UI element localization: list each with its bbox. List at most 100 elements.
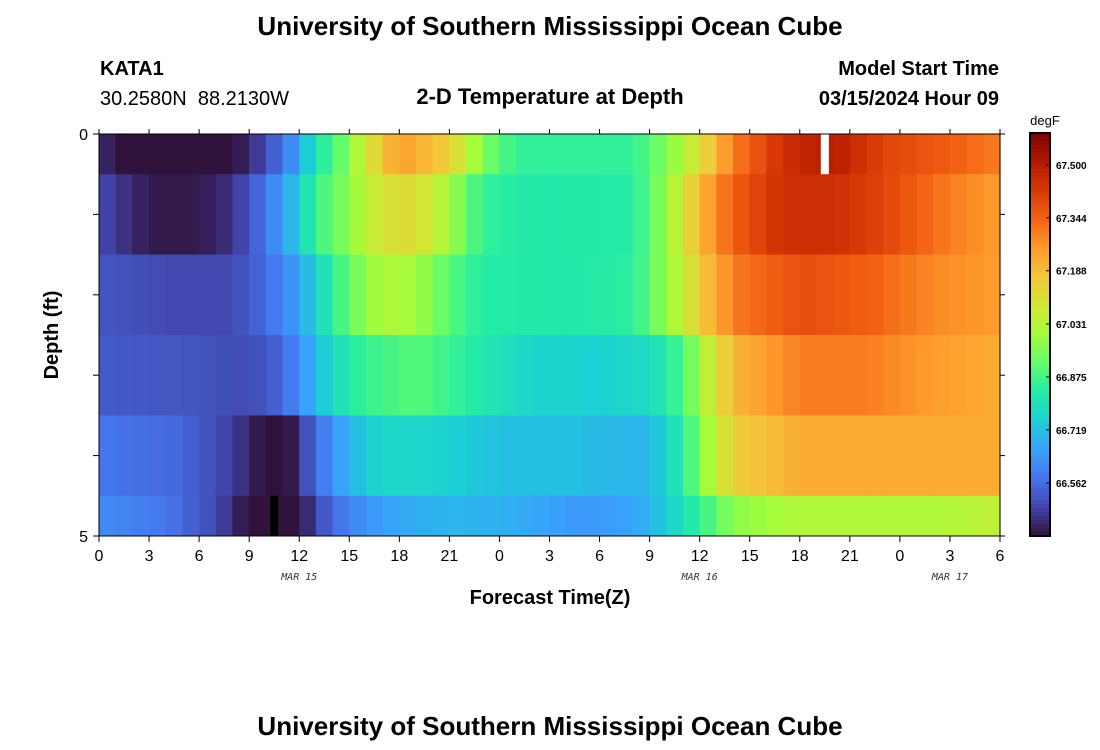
x-tick-label: 21 [440, 548, 458, 565]
colorbar-segment [1030, 294, 1050, 299]
colorbar-segment [1030, 290, 1050, 295]
heatmap-cell [416, 335, 434, 416]
heatmap-cell [766, 134, 784, 175]
x-tick-label: 3 [145, 548, 154, 565]
heatmap-cell [299, 415, 317, 497]
heatmap-cell [582, 174, 601, 255]
colorbar-segment [1030, 197, 1050, 203]
x-tick-label: 18 [390, 548, 408, 565]
heatmap-cell [332, 335, 350, 416]
station-id: KATA1 [100, 58, 164, 80]
heatmap-cell [966, 495, 984, 537]
colorbar-segment [1030, 358, 1050, 364]
heatmap-cell [749, 254, 768, 336]
heatmap-cell [833, 495, 851, 537]
heatmap-cell [182, 415, 200, 497]
heatmap-cell [649, 495, 667, 537]
heatmap-cell [599, 335, 617, 416]
colorbar-segment [1030, 157, 1050, 162]
heatmap-cell [632, 174, 651, 255]
heatmap-cell [566, 335, 584, 416]
colorbar-segment [1030, 189, 1050, 195]
y-axis: 05 [79, 127, 1005, 546]
heatmap-cell [332, 254, 350, 336]
heatmap-marker [270, 495, 279, 536]
heatmap-cell [265, 254, 284, 336]
heatmap-cell [949, 254, 968, 336]
heatmap-cell [165, 134, 184, 175]
heatmap-cell [199, 174, 217, 255]
heatmap-cell [182, 174, 200, 255]
colorbar-segment [1030, 334, 1050, 340]
heatmap-cell [983, 134, 1001, 175]
heatmap-cell [666, 254, 684, 336]
heatmap-cell [799, 415, 818, 497]
colorbar-segment [1030, 161, 1050, 166]
heatmap-cell [499, 335, 517, 416]
heatmap-cell [182, 134, 200, 175]
heatmap-cell [332, 134, 350, 175]
heatmap-cell [733, 335, 751, 416]
colorbar: 67.500 67.344 67.188 67.031 66.875 66.719 66.5… [1029, 132, 1087, 537]
heatmap-cell [299, 495, 317, 537]
heatmap-cell [666, 134, 684, 175]
heatmap-cell [349, 335, 367, 416]
colorbar-segment [1030, 205, 1050, 211]
colorbar-segment [1030, 217, 1050, 223]
heatmap-cell [983, 335, 1001, 416]
heatmap-cell [849, 254, 868, 336]
colorbar-segment [1030, 398, 1050, 404]
heatmap-cell [933, 415, 951, 497]
heatmap-cell [616, 415, 634, 497]
heatmap-cell [265, 415, 284, 497]
heatmap-cell [599, 134, 617, 175]
heatmap-cell [883, 254, 901, 336]
heatmap-cell [249, 335, 267, 416]
heatmap-cell [599, 174, 617, 255]
colorbar-segment [1030, 177, 1050, 182]
colorbar-segment [1030, 370, 1050, 376]
colorbar-segment [1030, 467, 1050, 473]
heatmap-cell [449, 134, 467, 175]
heatmap-cell [299, 134, 317, 175]
heatmap-cell [933, 134, 951, 175]
heatmap-cell [833, 254, 851, 336]
y-axis-label: Depth (ft) [41, 291, 63, 380]
heatmap-cell [933, 254, 951, 336]
colorbar-segment [1030, 451, 1050, 456]
heatmap-cell [449, 254, 467, 336]
heatmap-cell [916, 134, 934, 175]
heatmap-cell [532, 134, 551, 175]
heatmap-cell [115, 254, 133, 336]
heatmap-cell [199, 254, 217, 336]
colorbar-segment [1030, 382, 1050, 388]
heatmap-cell [249, 495, 267, 537]
colorbar-segment [1030, 221, 1050, 227]
colorbar-segment [1030, 374, 1050, 380]
colorbar-segment [1030, 193, 1050, 199]
heatmap-cell [733, 254, 751, 336]
heatmap-cell [149, 495, 167, 537]
heatmap-cell [883, 335, 901, 416]
heatmap-cell [432, 495, 450, 537]
colorbar-segment [1030, 394, 1050, 400]
y-tick-label: 0 [79, 127, 88, 144]
heatmap-cell [132, 335, 150, 416]
heatmap-cell [215, 495, 234, 537]
heatmap-cell [482, 254, 501, 336]
heatmap-cell [132, 134, 150, 175]
heatmap-cell [849, 335, 868, 416]
heatmap-cell [899, 174, 918, 255]
colorbar-segment [1030, 249, 1050, 255]
heatmap-cell [499, 495, 517, 537]
heatmap-cell [466, 254, 484, 336]
heatmap-cell [516, 174, 534, 255]
x-tick-label: 0 [895, 548, 904, 565]
heatmap-cell [933, 495, 951, 537]
heatmap-cell [399, 495, 417, 537]
heatmap-cell [799, 134, 818, 175]
heatmap-cell [165, 335, 184, 416]
heatmap-cell [599, 415, 617, 497]
heatmap-cell [749, 415, 768, 497]
colorbar-tick-label: 67.188 [1056, 267, 1087, 278]
